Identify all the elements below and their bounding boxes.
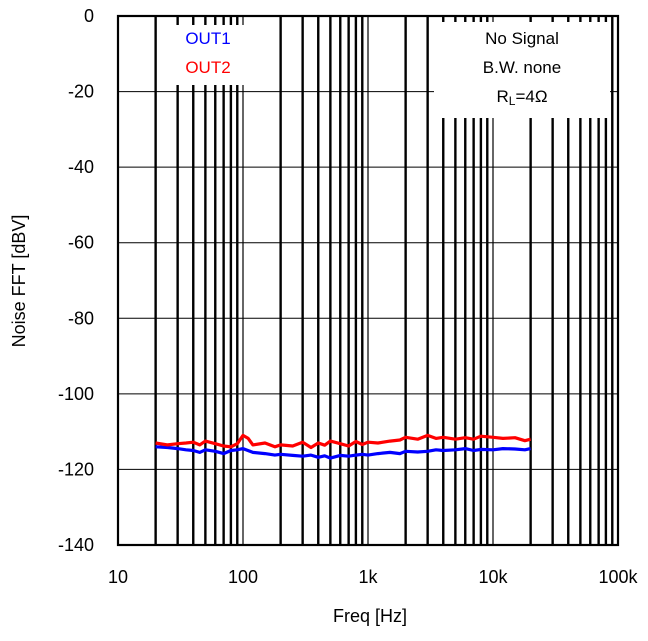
x-tick-label: 100 bbox=[228, 567, 258, 587]
annotation-load-r: R bbox=[496, 87, 508, 106]
tick-label-layer: 0 -20 -40 -60 -80 -100 -120 -140 10 100 1k 10k 100k bbox=[58, 6, 639, 587]
y-tick-label: -20 bbox=[68, 82, 94, 102]
y-tick-label: -140 bbox=[58, 535, 94, 555]
series-line-out1 bbox=[155, 445, 531, 460]
y-tick-label: -100 bbox=[58, 384, 94, 404]
annotation-bandwidth: B.W. none bbox=[483, 58, 561, 77]
annotation: No Signal B.W. none RL=4Ω bbox=[434, 22, 610, 118]
y-tick-label: -40 bbox=[68, 157, 94, 177]
legend-label-out2: OUT2 bbox=[185, 58, 230, 77]
y-tick-label: -120 bbox=[58, 459, 94, 479]
legend: OUT1 OUT2 bbox=[160, 25, 257, 85]
x-axis-label: Freq [Hz] bbox=[333, 606, 407, 626]
series-line-out2 bbox=[155, 433, 532, 450]
series-layer bbox=[155, 433, 532, 460]
annotation-signal: No Signal bbox=[485, 29, 559, 48]
annotation-load-value: =4Ω bbox=[515, 87, 547, 106]
annotation-load-sub: L bbox=[509, 94, 516, 108]
plot-frame bbox=[116, 14, 620, 547]
y-tick-label: -60 bbox=[68, 233, 94, 253]
y-tick-label: -80 bbox=[68, 308, 94, 328]
x-tick-label: 10k bbox=[478, 567, 508, 587]
x-tick-label: 1k bbox=[358, 567, 378, 587]
y-axis-label: Noise FFT [dBV] bbox=[9, 215, 29, 348]
legend-label-out1: OUT1 bbox=[185, 29, 230, 48]
x-tick-label: 10 bbox=[108, 567, 128, 587]
annotation-load: RL=4Ω bbox=[496, 87, 547, 108]
x-tick-label: 100k bbox=[598, 567, 638, 587]
annotation-background bbox=[434, 22, 610, 118]
legend-background bbox=[160, 25, 257, 85]
y-tick-label: 0 bbox=[84, 6, 94, 26]
